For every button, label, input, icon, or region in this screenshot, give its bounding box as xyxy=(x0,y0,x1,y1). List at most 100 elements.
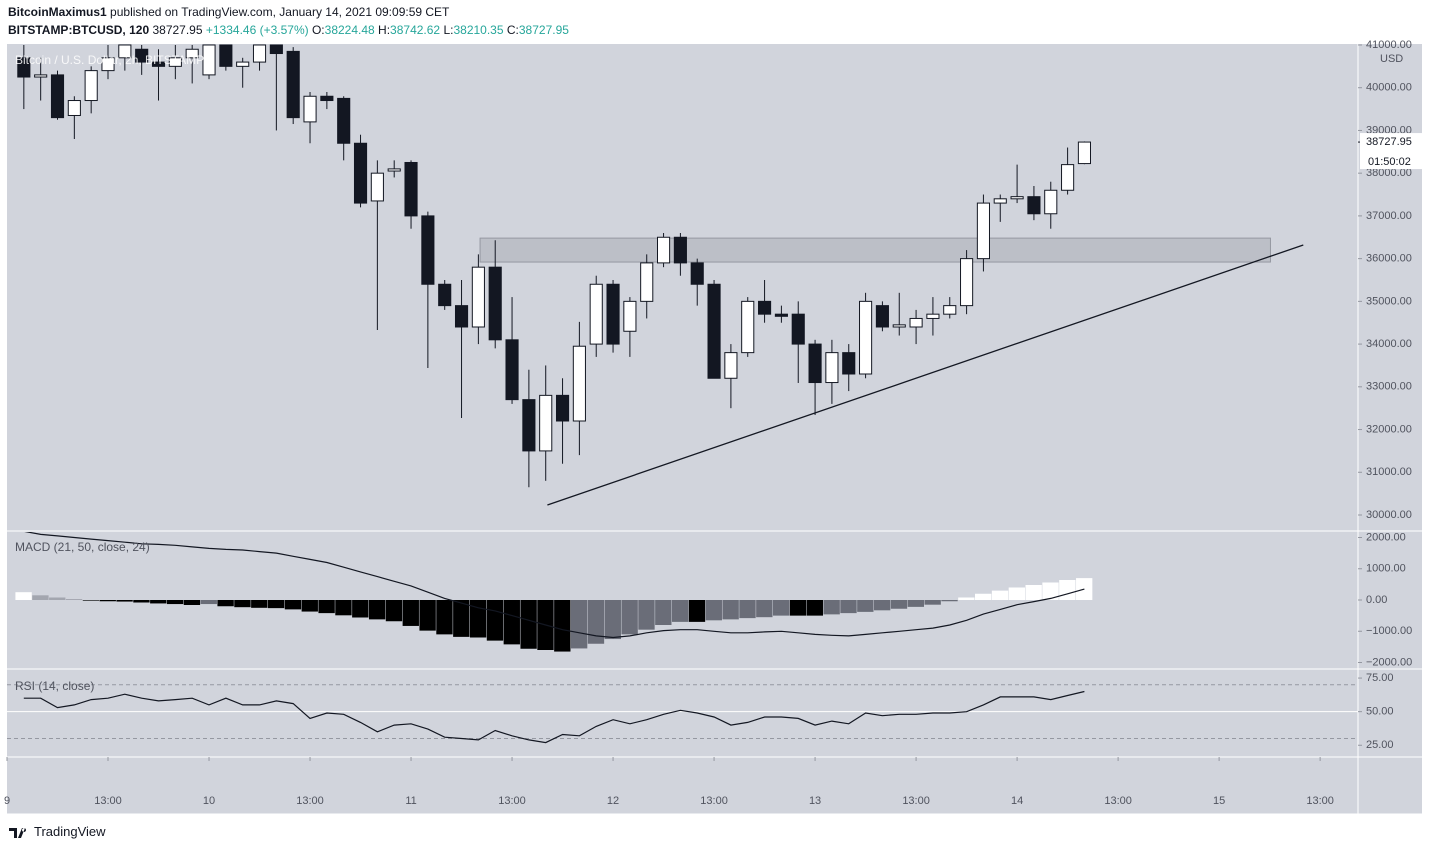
candle-body xyxy=(471,266,485,328)
candle-body xyxy=(555,394,570,422)
currency-label: USD xyxy=(1380,53,1403,65)
price-pane xyxy=(17,44,1304,506)
candle-body xyxy=(741,300,755,354)
candle-body xyxy=(286,50,300,119)
histogram-bar xyxy=(789,600,807,616)
histogram-bar xyxy=(284,600,302,610)
histogram-bar xyxy=(200,600,217,605)
x-tick-label: 11 xyxy=(405,795,416,807)
macd-title: MACD (21, 50, close, 24) xyxy=(15,540,150,554)
histogram-bar xyxy=(503,600,520,645)
histogram-bar xyxy=(419,600,436,631)
candle-body xyxy=(539,394,553,452)
histogram-bar xyxy=(806,600,823,616)
x-tick-label: 13:00 xyxy=(498,795,526,807)
symbol-watermark: Bitcoin / U.S. Dollar, 2h, BITSTAMP xyxy=(15,53,204,67)
histogram-bar xyxy=(890,600,908,609)
y-tick-label: −1000.00 xyxy=(1366,625,1412,637)
histogram-bar xyxy=(352,600,369,618)
histogram-bar xyxy=(436,600,453,635)
y-tick-label: 40000.00 xyxy=(1366,82,1412,94)
x-tick-label: 9 xyxy=(4,795,10,807)
histogram-bar xyxy=(688,600,706,622)
histogram-bar xyxy=(520,600,537,649)
macd-line xyxy=(24,532,1085,639)
candle-body xyxy=(892,324,906,328)
y-tick-label: −2000.00 xyxy=(1366,656,1412,668)
histogram-bar xyxy=(368,600,386,620)
histogram-bar xyxy=(823,600,840,615)
histogram-bar xyxy=(756,600,773,618)
histogram-bar xyxy=(166,600,184,605)
candle-body xyxy=(488,266,502,341)
candle-body xyxy=(219,44,233,67)
histogram-bar xyxy=(133,600,150,603)
zone xyxy=(479,237,1271,263)
rsi-line xyxy=(23,690,1085,744)
ohlc-value: 38210.35 xyxy=(453,23,504,37)
candle-body xyxy=(522,399,536,452)
brand[interactable]: TradingView xyxy=(34,824,106,839)
ohlc-value: 38742.62 xyxy=(390,23,441,37)
candle-body xyxy=(690,262,704,285)
candle-body xyxy=(758,300,772,315)
candle-body xyxy=(168,57,182,67)
x-tick-label: 13:00 xyxy=(902,795,930,807)
histogram-bar xyxy=(116,600,133,602)
x-tick-label: 12 xyxy=(607,795,619,807)
histogram-bar xyxy=(570,600,588,649)
trendline xyxy=(547,244,1304,506)
candle-body xyxy=(269,44,283,55)
histogram-bar xyxy=(217,600,234,607)
histogram-bar xyxy=(1025,585,1042,600)
rsi-pane xyxy=(7,684,1358,744)
x-tick-label: 13:00 xyxy=(94,795,122,807)
histogram-bar xyxy=(739,600,756,619)
macd-pane xyxy=(15,532,1093,652)
last-price: 38727.95 xyxy=(152,23,203,37)
candle-body xyxy=(202,44,216,76)
y-tick-label: 1000.00 xyxy=(1366,563,1406,575)
histogram-bar xyxy=(486,600,504,641)
y-tick-label: 30000.00 xyxy=(1366,509,1412,521)
candle-body xyxy=(1077,141,1091,165)
author[interactable]: BitcoinMaximus1 xyxy=(8,5,107,19)
candle-body xyxy=(1027,196,1041,215)
histogram-bar xyxy=(924,600,941,605)
histogram-bar xyxy=(772,600,790,616)
candle-body xyxy=(791,313,805,345)
candle-body xyxy=(353,142,368,204)
histogram-bar xyxy=(604,600,621,640)
histogram-bar xyxy=(99,600,116,602)
candle-body xyxy=(67,100,81,116)
candle-body xyxy=(640,262,654,302)
histogram-bar xyxy=(1008,587,1026,600)
candle-body xyxy=(387,168,401,172)
histogram-bar xyxy=(671,600,689,622)
histogram-bar xyxy=(65,599,83,600)
x-tick-label: 10 xyxy=(203,795,215,807)
candle-body xyxy=(623,300,637,332)
ohlc: O:38224.48 H:38742.62 L:38210.35 C:38727… xyxy=(312,23,569,37)
candle-body xyxy=(825,352,839,384)
histogram-bar xyxy=(251,600,268,608)
y-tick-label: 32000.00 xyxy=(1366,423,1412,435)
histogram-bar xyxy=(234,600,251,608)
y-tick-label: 50.00 xyxy=(1366,706,1394,718)
histogram-bar xyxy=(32,595,49,600)
candle-body xyxy=(589,283,603,345)
histogram-bar xyxy=(907,600,925,607)
y-tick-label: 38000.00 xyxy=(1366,167,1412,179)
header-line: BitcoinMaximus1 published on TradingView… xyxy=(8,5,449,19)
histogram-bar xyxy=(49,597,66,600)
y-tick-label: 25.00 xyxy=(1366,739,1394,751)
x-tick-label: 14 xyxy=(1011,795,1023,807)
candle-body xyxy=(101,57,115,72)
histogram-bar xyxy=(301,600,318,612)
y-tick-label: 41000.00 xyxy=(1366,39,1412,51)
candle-body xyxy=(875,305,889,328)
candle-body xyxy=(50,74,65,119)
symbol[interactable]: BITSTAMP:BTCUSD, 120 xyxy=(8,23,150,37)
histogram-bar xyxy=(402,600,419,626)
axes: 9 13:00 10 13:00 11 13:00 12 13:00 13 13:00 14 13:0… xyxy=(4,39,1422,815)
